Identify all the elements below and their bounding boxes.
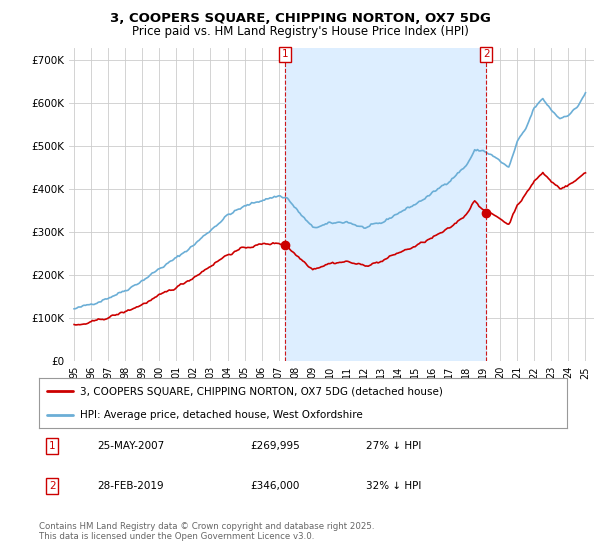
Text: 25-MAY-2007: 25-MAY-2007 <box>97 441 164 451</box>
Text: Price paid vs. HM Land Registry's House Price Index (HPI): Price paid vs. HM Land Registry's House … <box>131 25 469 38</box>
Text: HPI: Average price, detached house, West Oxfordshire: HPI: Average price, detached house, West… <box>80 410 363 421</box>
Text: £269,995: £269,995 <box>250 441 300 451</box>
Text: 3, COOPERS SQUARE, CHIPPING NORTON, OX7 5DG: 3, COOPERS SQUARE, CHIPPING NORTON, OX7 … <box>110 12 490 25</box>
Text: Contains HM Land Registry data © Crown copyright and database right 2025.
This d: Contains HM Land Registry data © Crown c… <box>39 522 374 542</box>
Text: 32% ↓ HPI: 32% ↓ HPI <box>367 480 422 491</box>
Text: 2: 2 <box>483 49 490 59</box>
Text: 2: 2 <box>49 480 56 491</box>
Text: 27% ↓ HPI: 27% ↓ HPI <box>367 441 422 451</box>
Text: 28-FEB-2019: 28-FEB-2019 <box>97 480 164 491</box>
Text: £346,000: £346,000 <box>250 480 299 491</box>
Text: 1: 1 <box>49 441 56 451</box>
Text: 1: 1 <box>282 49 289 59</box>
Text: 3, COOPERS SQUARE, CHIPPING NORTON, OX7 5DG (detached house): 3, COOPERS SQUARE, CHIPPING NORTON, OX7 … <box>80 386 443 396</box>
Bar <box>285 48 486 361</box>
